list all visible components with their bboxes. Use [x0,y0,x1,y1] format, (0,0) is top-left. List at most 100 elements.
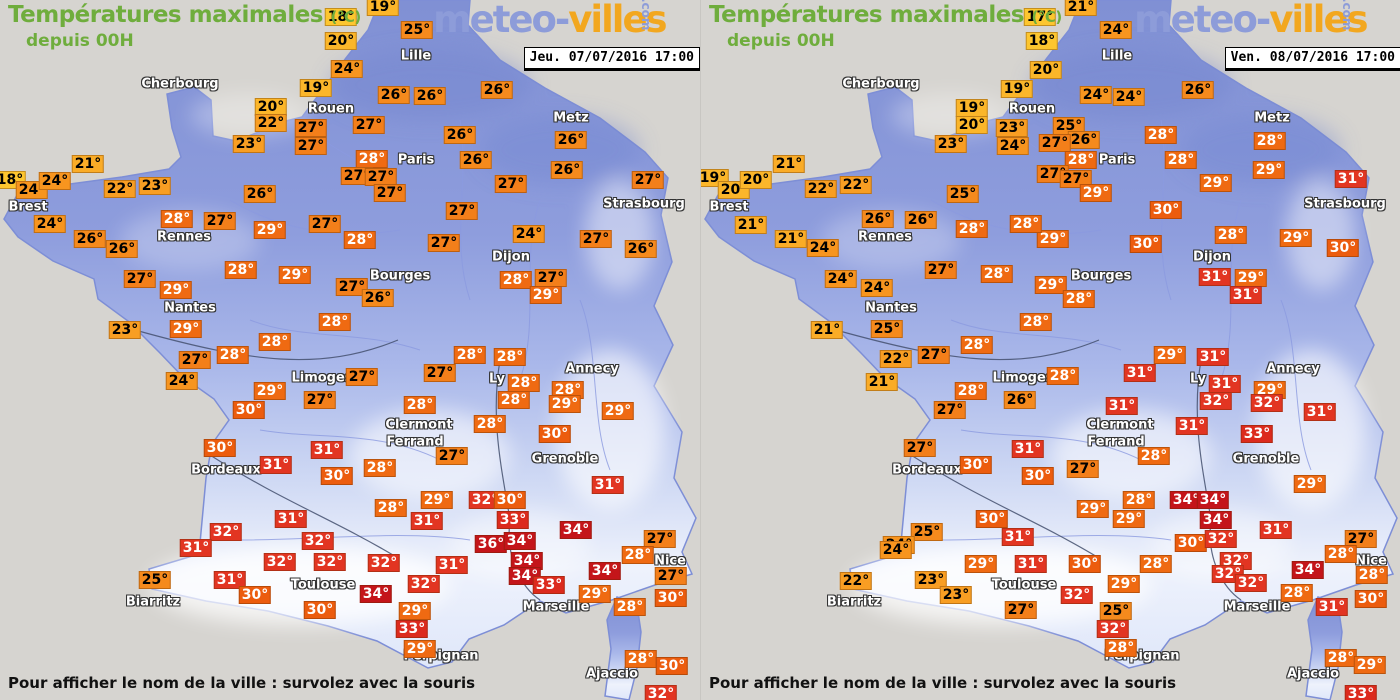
temp-badge[interactable]: 26° [459,151,493,169]
temp-badge[interactable]: 28° [453,346,487,364]
temp-badge[interactable]: 26° [413,87,447,105]
temp-badge[interactable]: 31° [179,539,213,557]
temp-badge[interactable]: 30° [655,657,689,675]
temp-badge[interactable]: 29° [1112,510,1146,528]
temp-badge[interactable]: 23° [995,119,1029,137]
temp-badge[interactable]: 28° [224,261,258,279]
temp-badge[interactable]: 31° [1208,375,1242,393]
temp-badge[interactable]: 25° [138,571,172,589]
temp-badge[interactable]: 18° [324,8,358,26]
temp-badge[interactable]: 27° [1059,170,1093,188]
temp-badge[interactable]: 22° [804,180,838,198]
temp-badge[interactable]: 28° [216,346,250,364]
temp-badge[interactable]: 29° [1079,184,1113,202]
temp-badge[interactable]: 31° [1198,268,1232,286]
temp-badge[interactable]: 27° [924,261,958,279]
temp-badge[interactable]: 21° [1064,0,1098,16]
temp-badge[interactable]: 26° [861,210,895,228]
temp-badge[interactable]: 36° [474,535,508,553]
temp-badge[interactable]: 30° [1326,239,1360,257]
temp-badge[interactable]: 27° [903,439,937,457]
temp-badge[interactable]: 29° [548,395,582,413]
temp-badge[interactable]: 19° [1000,80,1034,98]
temp-badge[interactable]: 30° [493,491,527,509]
temp-badge[interactable]: 27° [534,269,568,287]
temp-badge[interactable]: 28° [954,382,988,400]
temp-badge[interactable]: 28° [621,546,655,564]
temp-badge[interactable]: 30° [975,510,1009,528]
temp-badge[interactable]: 27° [335,278,369,296]
temp-badge[interactable]: 24° [996,137,1030,155]
temp-badge[interactable]: 27° [373,184,407,202]
temp-badge[interactable]: 17° [1023,8,1057,26]
temp-badge[interactable]: 27° [427,234,461,252]
temp-badge[interactable]: 27° [579,230,613,248]
temp-badge[interactable]: 29° [1153,346,1187,364]
temp-badge[interactable]: 23° [914,571,948,589]
temp-badge[interactable]: 31° [1315,598,1349,616]
temp-badge[interactable]: 28° [473,415,507,433]
temp-badge[interactable]: 28° [1139,555,1173,573]
temp-badge[interactable]: 32° [367,554,401,572]
temp-badge[interactable]: 31° [274,510,308,528]
temp-badge[interactable]: 19° [366,0,400,16]
temp-badge[interactable]: 27° [933,401,967,419]
temp-badge[interactable]: 34° [588,562,622,580]
temp-badge[interactable]: 28° [613,598,647,616]
temp-badge[interactable]: 31° [1011,440,1045,458]
temp-badge[interactable]: 24° [330,60,364,78]
temp-badge[interactable]: 30° [232,401,266,419]
temp-badge[interactable]: 27° [294,137,328,155]
temp-badge[interactable]: 29° [529,286,563,304]
temp-badge[interactable]: 32° [407,575,441,593]
temp-badge[interactable]: 29° [1279,229,1313,247]
temp-badge[interactable]: 28° [1064,151,1098,169]
temp-badge[interactable]: 28° [507,374,541,392]
temp-badge[interactable]: 27° [352,116,386,134]
temp-badge[interactable]: 21° [772,155,806,173]
temp-badge[interactable]: 27° [123,270,157,288]
temp-badge[interactable]: 31° [1229,286,1263,304]
temp-badge[interactable]: 28° [1104,639,1138,657]
temp-badge[interactable]: 28° [1253,132,1287,150]
meteo-villes-logo[interactable]: meteo-villes.com [1134,0,1399,40]
temp-badge[interactable]: 26° [73,230,107,248]
temp-badge[interactable]: 20° [739,171,773,189]
temp-badge[interactable]: 26° [554,131,588,149]
temp-badge[interactable]: 28° [497,391,531,409]
temp-badge[interactable]: 31° [1303,403,1337,421]
temp-badge[interactable]: 26° [361,289,395,307]
temp-badge[interactable]: 29° [601,402,635,420]
temp-badge[interactable]: 27° [303,391,337,409]
temp-badge[interactable]: 24° [1099,21,1133,39]
temp-badge[interactable]: 27° [631,171,665,189]
temp-badge[interactable]: 27° [294,119,328,137]
temp-badge[interactable]: 23° [939,586,973,604]
temp-badge[interactable]: 22° [839,572,873,590]
temp-badge[interactable]: 33° [1240,425,1274,443]
temp-badge[interactable]: 24° [38,172,72,190]
temp-badge[interactable]: 21° [71,155,105,173]
temp-badge[interactable]: 34° [1169,491,1203,509]
temp-badge[interactable]: 29° [1293,475,1327,493]
temp-badge[interactable]: 27° [1004,601,1038,619]
temp-badge[interactable]: 26° [1067,131,1101,149]
temp-badge[interactable]: 30° [1068,555,1102,573]
temp-badge[interactable]: 24° [860,279,894,297]
temp-badge[interactable]: 31° [591,476,625,494]
temp-badge[interactable]: 25° [1099,602,1133,620]
temp-badge[interactable]: 22° [879,350,913,368]
temp-badge[interactable]: 28° [1046,367,1080,385]
temp-badge[interactable]: 31° [213,571,247,589]
temp-badge[interactable]: 28° [1214,226,1248,244]
temp-badge[interactable]: 28° [374,499,408,517]
temp-badge[interactable]: 26° [624,240,658,258]
temp-badge[interactable]: 32° [468,491,502,509]
temp-badge[interactable]: 27° [1066,460,1100,478]
temp-badge[interactable]: 20° [955,116,989,134]
temp-badge[interactable]: 28° [1355,566,1389,584]
temp-badge[interactable]: 29° [159,281,193,299]
temp-badge[interactable]: 32° [1096,620,1130,638]
temp-badge[interactable]: 31° [259,456,293,474]
temp-badge[interactable]: 29° [578,585,612,603]
